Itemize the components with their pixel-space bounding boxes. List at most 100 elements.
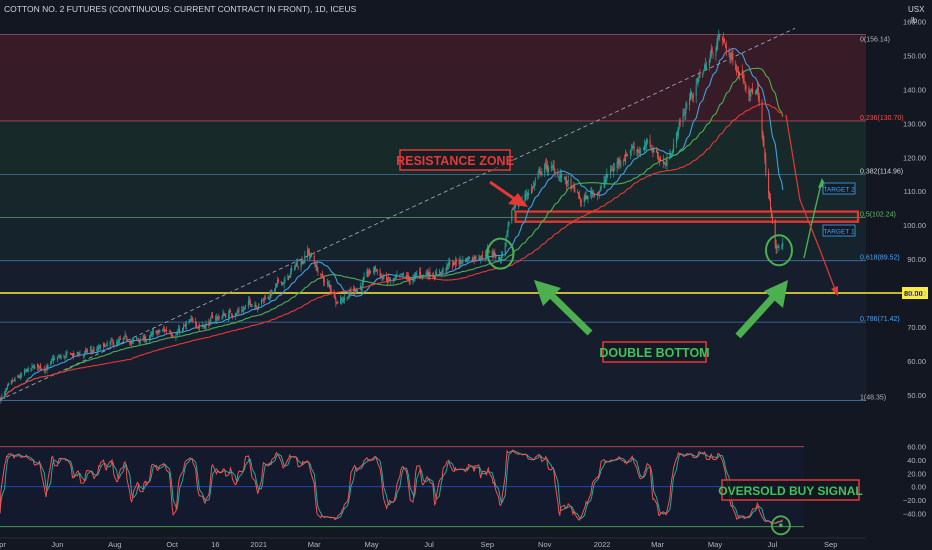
- candle-body: [761, 101, 763, 133]
- candle-body: [10, 380, 12, 384]
- candle-body: [150, 334, 152, 336]
- candle-body: [524, 194, 526, 202]
- time-axis-tick: Aug: [108, 540, 121, 549]
- candle-body: [579, 194, 581, 199]
- moving-average-mid: [0, 67, 784, 402]
- candle-body: [403, 274, 405, 276]
- chart-title: COTTON NO. 2 FUTURES (CONTINUOUS: CURREN…: [4, 4, 357, 14]
- candle-body: [367, 271, 369, 274]
- fib-label-0: 0(156.14): [860, 37, 890, 44]
- support-price-tag: [902, 287, 928, 300]
- candle-body: [327, 283, 329, 285]
- candle-body: [357, 289, 358, 292]
- candle-body: [288, 276, 290, 278]
- candle-body: [738, 71, 740, 77]
- bearish-path-head: [831, 286, 838, 296]
- oscillator-axis-tick: 60.00: [907, 443, 926, 452]
- candle-body: [11, 380, 13, 382]
- oversold-signal-circle: [770, 515, 791, 536]
- candle-body: [652, 148, 654, 153]
- candle-body: [320, 273, 322, 275]
- candle-body: [144, 337, 146, 340]
- candle-body: [600, 184, 602, 189]
- candle-body: [749, 94, 751, 96]
- candle-body: [241, 310, 243, 312]
- oscillator-axis-tick: −20.00: [903, 496, 926, 505]
- candle-body: [664, 163, 666, 165]
- candle-body: [473, 257, 475, 260]
- candle-body: [545, 162, 547, 164]
- candle-body: [18, 376, 20, 378]
- candle-body: [629, 150, 631, 154]
- candle-body: [673, 143, 675, 152]
- candle-body: [682, 114, 684, 123]
- candle-body: [678, 122, 680, 127]
- candle-body: [274, 288, 276, 292]
- candle-body: [586, 196, 588, 200]
- candle-body: [752, 88, 754, 94]
- candle-body: [189, 321, 191, 322]
- candle-body: [370, 270, 372, 272]
- candle-body: [765, 158, 767, 173]
- candle-body: [526, 194, 528, 196]
- candle-body: [17, 375, 19, 378]
- candle-body: [73, 353, 75, 355]
- candle-body: [23, 370, 25, 375]
- price-axis-tick: 130.00: [903, 119, 926, 128]
- candle-body: [368, 273, 370, 275]
- candle-body: [426, 272, 428, 274]
- candle-body: [330, 288, 332, 292]
- oscillator-band-fill: [0, 446, 804, 527]
- oscillator-background: [0, 432, 858, 536]
- candle-body: [616, 162, 618, 168]
- candle-body: [26, 369, 28, 372]
- candle-body: [420, 271, 422, 275]
- candle-body: [750, 90, 752, 97]
- candle-body: [599, 188, 601, 192]
- candle-body: [192, 319, 194, 322]
- candle-body: [317, 271, 319, 273]
- candle-body: [356, 290, 358, 293]
- candle-body: [366, 271, 368, 277]
- candle-body: [604, 180, 606, 183]
- candle-body: [639, 152, 641, 153]
- candle-body: [544, 165, 546, 173]
- candle-body: [348, 293, 350, 298]
- candle-body: [762, 131, 764, 141]
- resistance-zone-box: [514, 210, 860, 223]
- candle-body: [699, 74, 701, 76]
- candle-body: [744, 81, 746, 86]
- candle-body: [105, 343, 107, 346]
- candle-body: [314, 263, 316, 268]
- candle-body: [587, 195, 589, 200]
- time-axis-tick: Mar: [651, 540, 664, 549]
- candle-body: [230, 313, 232, 315]
- candle-body: [277, 279, 279, 282]
- candle-body: [262, 297, 264, 300]
- candle-body: [422, 274, 424, 276]
- candle-body: [482, 255, 484, 257]
- candle-body: [561, 174, 563, 178]
- oscillator-axis-tick: 20.00: [907, 469, 926, 478]
- target-1-label: TARGET 1: [823, 229, 855, 236]
- candle-body: [574, 187, 576, 193]
- candle-body: [627, 153, 629, 156]
- candle-body: [643, 148, 644, 150]
- candle-body: [461, 261, 463, 263]
- candle-body: [565, 179, 567, 185]
- candle-body: [737, 70, 739, 72]
- candle-body: [478, 257, 480, 259]
- candle-body: [263, 298, 265, 300]
- candle-body: [584, 195, 586, 200]
- fib-label-0.236: 0.236(130.70): [860, 115, 904, 122]
- candle-body: [540, 171, 542, 175]
- candle-body: [76, 352, 78, 354]
- candle-body: [593, 192, 595, 194]
- candle-body: [432, 275, 434, 277]
- candle-body: [347, 297, 349, 299]
- candle-body: [679, 121, 681, 124]
- fib-zones: [0, 34, 866, 401]
- candle-body: [244, 307, 246, 310]
- candle-body: [388, 277, 390, 279]
